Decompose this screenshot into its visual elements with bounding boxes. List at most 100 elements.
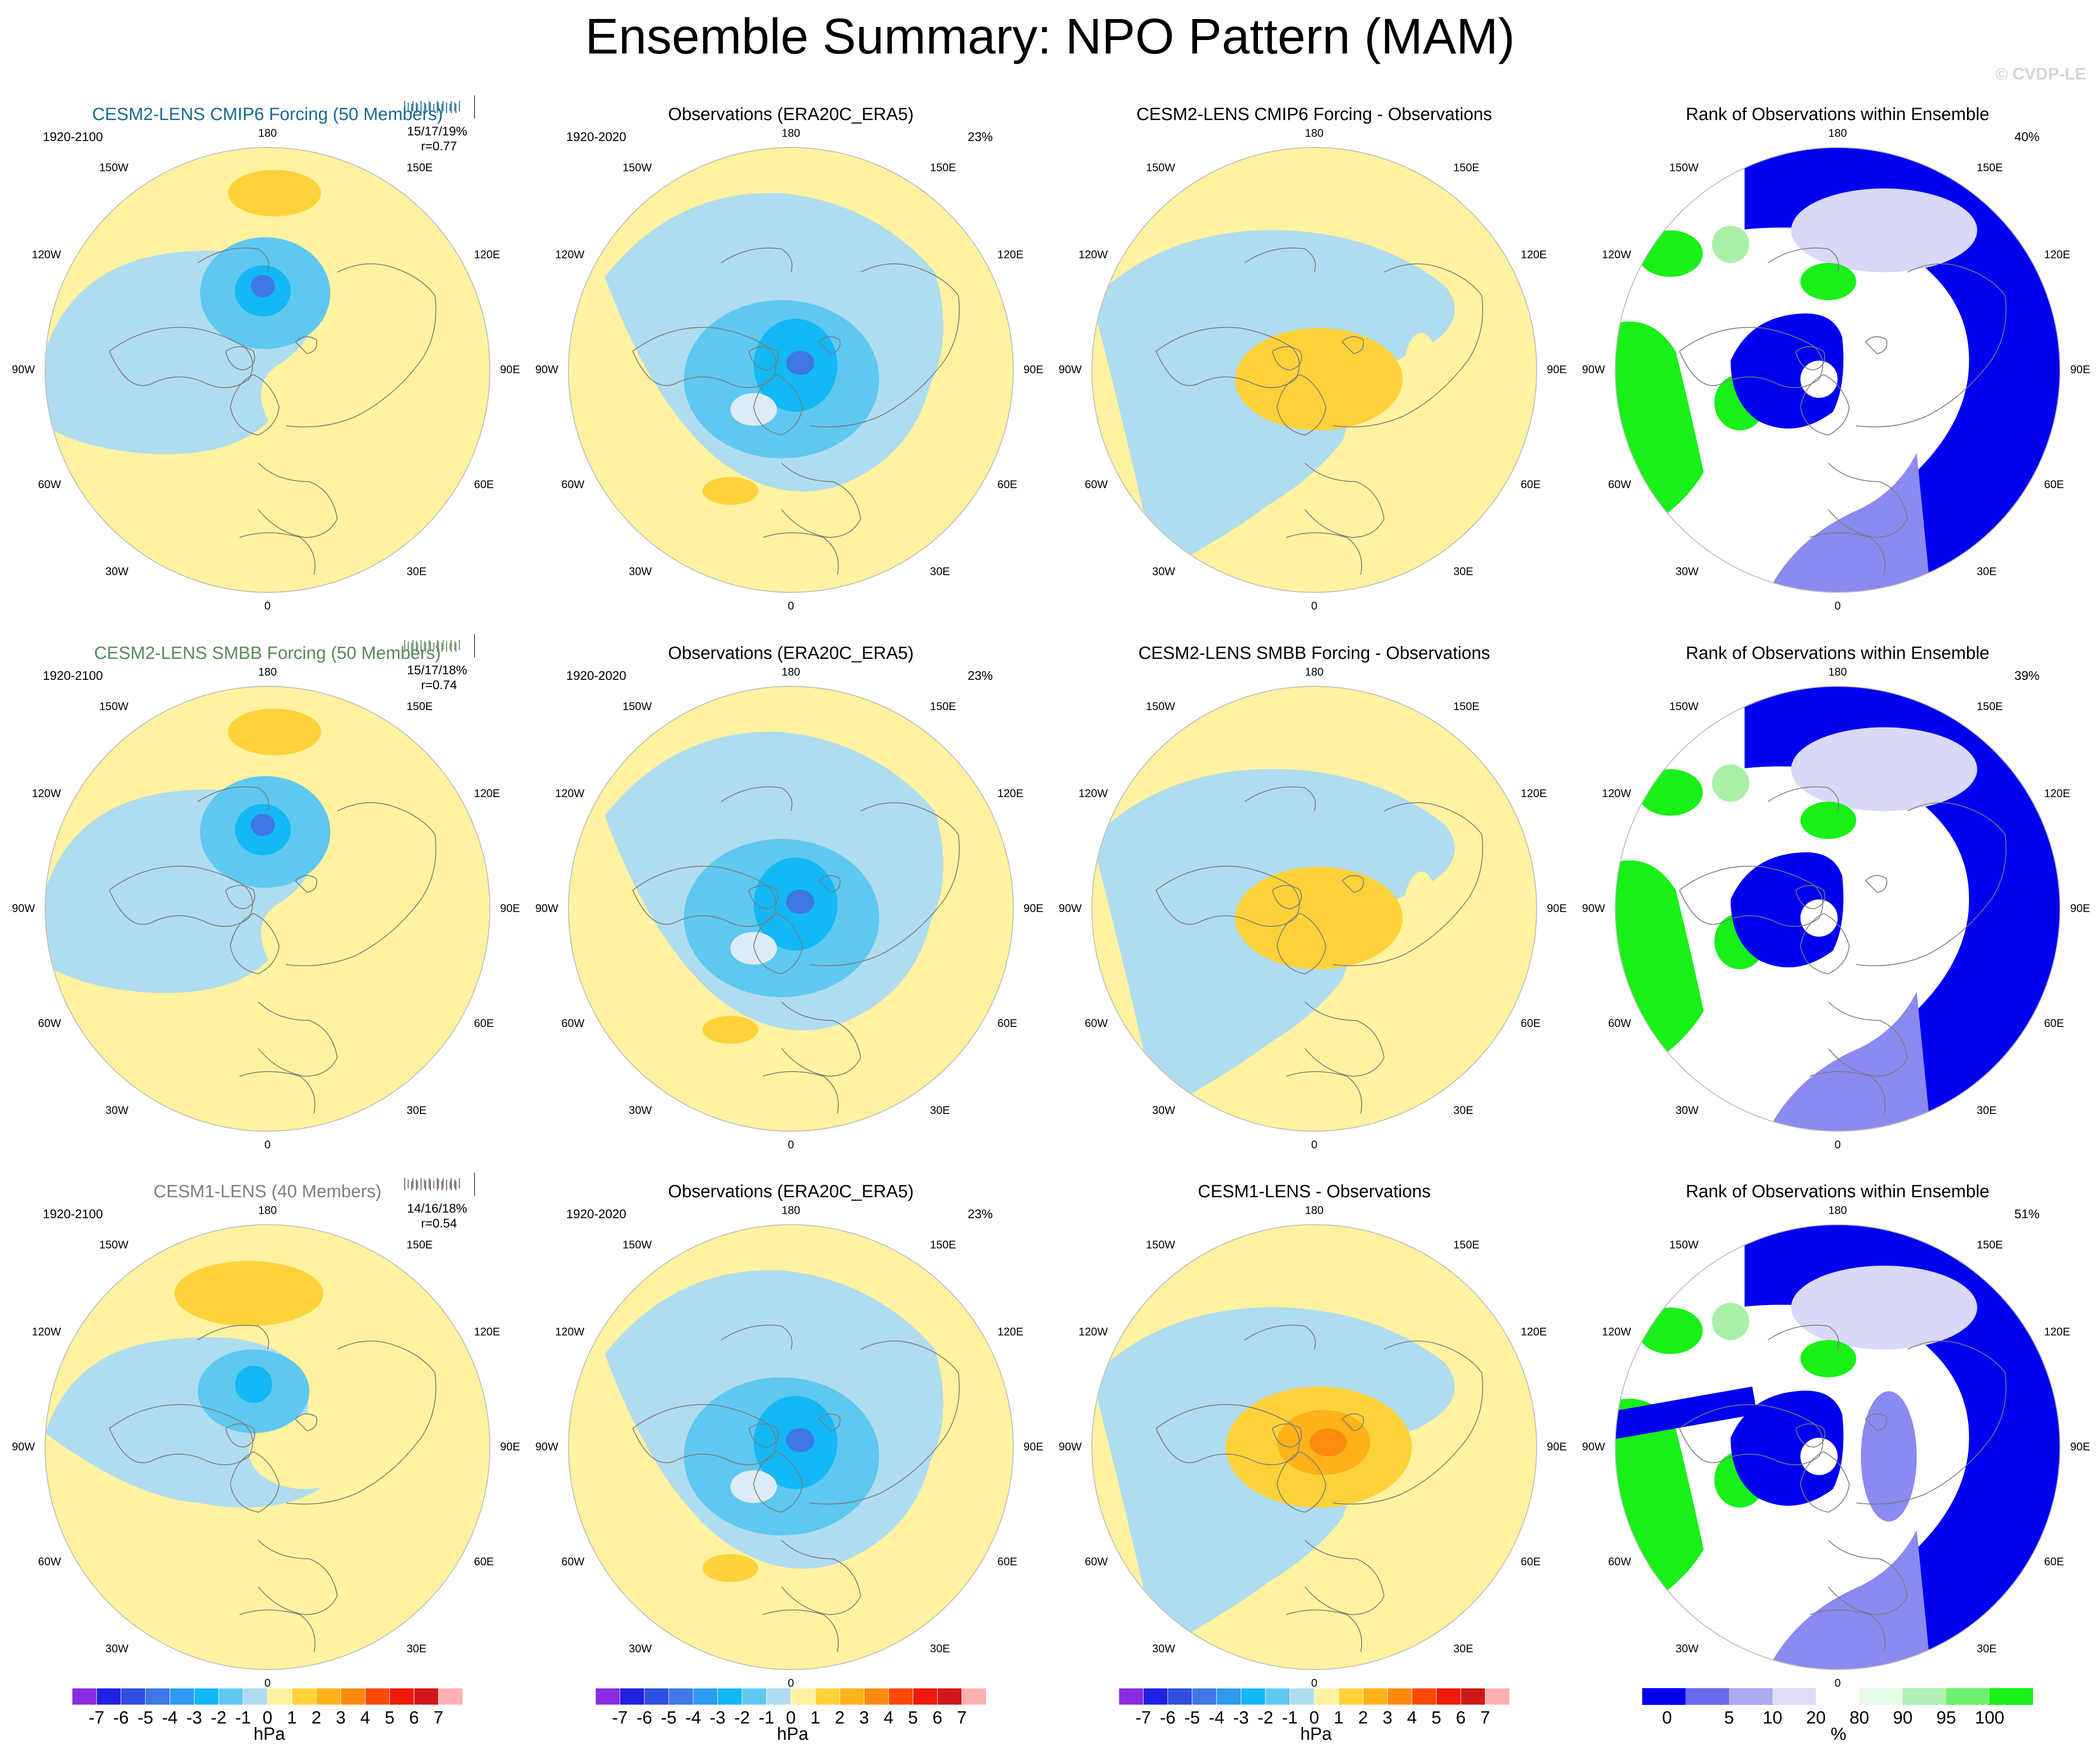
colorbar-tick-label: 3	[1383, 1708, 1392, 1728]
longitude-label-bottom: 0	[1311, 600, 1318, 612]
colorbar-tick-label: 90	[1893, 1708, 1913, 1728]
rank-panel-title: Rank of Observations within Ensemble	[1685, 1182, 1990, 1201]
coastline	[1332, 802, 1483, 966]
colorbar-tick-label: 0	[1662, 1708, 1672, 1728]
coastline	[753, 374, 803, 436]
coastline	[753, 1451, 803, 1513]
difference-map-row-2	[1091, 686, 1537, 1132]
longitude-label-upper-left: 150W	[1146, 1239, 1175, 1252]
coastline	[632, 865, 776, 927]
observations-map-row-3	[568, 1224, 1014, 1670]
coastline	[809, 263, 960, 428]
coastline	[721, 786, 793, 811]
coastline	[286, 263, 436, 428]
longitude-label-right: 90E	[500, 363, 520, 376]
longitude-label-upper-left: 150W	[1669, 161, 1699, 174]
colorbar-unit: %	[1831, 1724, 1846, 1744]
colorbar-tick-label: 1	[810, 1708, 820, 1728]
colorbar-tick-label: -3	[187, 1708, 202, 1728]
observations-map-row-2	[568, 686, 1014, 1132]
coastline	[258, 463, 338, 538]
longitude-label-upper-right: 150E	[1977, 700, 2003, 713]
coastline	[197, 248, 269, 273]
period-label: 1920-2020	[566, 130, 627, 144]
longitude-label-lower-right: 30E	[1977, 1104, 1997, 1117]
longitude-label-left: 90W	[1582, 902, 1605, 915]
longitude-label-lower-right: 30E	[407, 565, 427, 578]
difference-panel-title: CESM1-LENS - Observations	[1197, 1182, 1431, 1201]
coastline	[109, 327, 253, 388]
longitude-label-left: 90W	[1058, 902, 1082, 915]
longitude-label-lower-right: 30E	[930, 1104, 950, 1117]
colorbar-tick-label: -1	[1282, 1708, 1298, 1728]
ensemble-panel-title: CESM2-LENS CMIP6 Forcing (50 Members)	[92, 105, 443, 124]
longitude-label-top: 180	[781, 127, 801, 140]
coastline	[230, 912, 280, 974]
colorbar-swatch	[1411, 1688, 1437, 1705]
colorbar-tick-label: 0	[262, 1708, 272, 1728]
variance-explained: 39%	[2014, 669, 2040, 683]
colorbar-tick-label: 5	[385, 1708, 395, 1728]
longitude-label-upper-left: 150W	[622, 1239, 652, 1252]
coastline	[1244, 248, 1316, 273]
colorbar-tick-label: 7	[1480, 1708, 1490, 1728]
longitude-label-bottom: 0	[788, 1677, 794, 1690]
coastline	[109, 865, 253, 927]
longitude-label-left: 90W	[1058, 1441, 1082, 1453]
member-spread-ticks	[404, 95, 475, 119]
longitude-label-upper-right: 150E	[930, 700, 956, 713]
longitude-label-mid-upper-left: 120W	[555, 787, 585, 800]
colorbar-tick-label: 4	[360, 1708, 370, 1728]
longitude-label-bottom: 0	[788, 1139, 794, 1151]
longitude-label-upper-right: 150E	[1977, 161, 2003, 174]
colorbar-tick-label: 4	[883, 1708, 893, 1728]
longitude-label-upper-left: 150W	[99, 700, 128, 713]
longitude-label-mid-lower-right: 60E	[1520, 1017, 1541, 1030]
coastline	[1679, 1404, 1823, 1465]
longitude-label-bottom: 0	[1311, 1139, 1318, 1151]
longitude-label-upper-right: 150E	[1977, 1239, 2003, 1252]
longitude-label-mid-lower-right: 60E	[997, 1556, 1017, 1568]
longitude-label-mid-lower-left: 60W	[38, 1017, 61, 1030]
colorbar-swatch	[1314, 1688, 1339, 1705]
colorbar-swatch	[1143, 1688, 1168, 1705]
coastline	[632, 1404, 776, 1465]
difference-map-row-3	[1091, 1224, 1537, 1670]
coastline	[1277, 912, 1326, 974]
colorbar-tick-label: -1	[235, 1708, 251, 1728]
coastline	[1795, 1423, 1826, 1448]
colorbar-tick-label: -2	[211, 1708, 227, 1728]
longitude-label-mid-upper-left: 120W	[1602, 248, 1632, 261]
longitude-label-mid-upper-left: 120W	[1602, 787, 1632, 800]
longitude-label-right: 90E	[1023, 363, 1043, 376]
coastline	[225, 885, 255, 909]
colorbar-tick-label: 20	[1806, 1708, 1826, 1728]
longitude-label-bottom: 0	[1834, 1139, 1841, 1151]
longitude-label-bottom: 0	[264, 1139, 271, 1151]
coastline	[1341, 875, 1364, 893]
coastline	[1304, 1540, 1384, 1615]
colorbar-swatch	[1192, 1688, 1217, 1705]
colorbar-swatch	[1338, 1688, 1364, 1705]
difference-panel-title: CESM2-LENS CMIP6 Forcing - Observations	[1136, 105, 1492, 124]
colorbar-tick-label: -6	[636, 1708, 652, 1728]
longitude-label-mid-lower-left: 60W	[561, 1017, 585, 1030]
coastline	[286, 802, 436, 966]
longitude-label-mid-upper-left: 120W	[32, 787, 61, 800]
coastline	[1272, 346, 1302, 370]
longitude-label-left: 90W	[1582, 1441, 1605, 1453]
coastline	[721, 248, 793, 273]
colorbar-swatch	[414, 1688, 439, 1705]
longitude-label-mid-upper-left: 120W	[32, 248, 61, 261]
colorbar-swatch	[389, 1688, 415, 1705]
colorbar-swatch	[1989, 1688, 2033, 1705]
watermark: © CVDP-LE	[1995, 64, 2086, 83]
longitude-label-mid-upper-left: 120W	[32, 1326, 61, 1338]
hpa-colorbar: -7 -6 -5 -4 -3 -2 -1 0 1 2 3 4 5 6 7	[1118, 1688, 1510, 1728]
longitude-label-upper-right: 150E	[1453, 1239, 1480, 1252]
coastline	[1800, 912, 1850, 974]
longitude-label-mid-lower-right: 60E	[2044, 478, 2064, 491]
longitude-label-mid-lower-right: 60E	[474, 478, 494, 491]
colorbar-tick-label: 0	[786, 1708, 796, 1728]
longitude-label-mid-lower-right: 60E	[474, 1556, 494, 1568]
